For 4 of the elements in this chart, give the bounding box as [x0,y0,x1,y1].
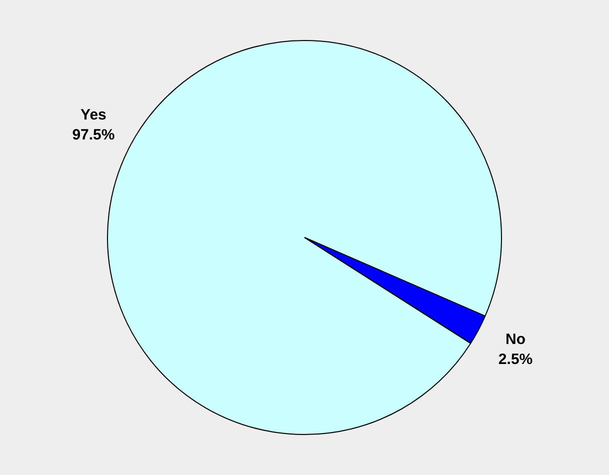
slice-label: No [506,330,526,348]
data-label: 97.5% [72,126,115,144]
slice-label: Yes [80,106,106,124]
data-label: 2.5% [498,350,533,368]
